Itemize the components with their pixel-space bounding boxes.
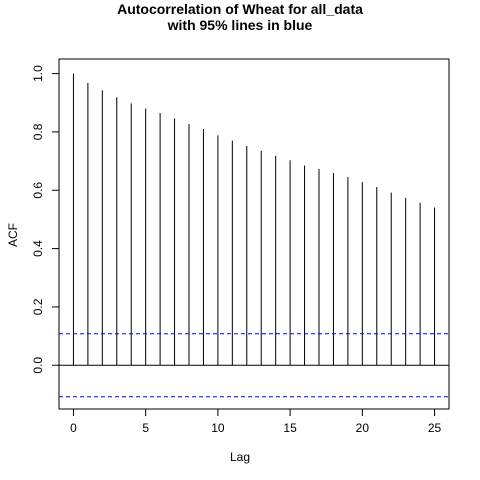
y-axis: 0.0 0.2 0.4 0.6 0.8 1.0 bbox=[31, 65, 59, 374]
y-tick-label: 0.4 bbox=[31, 240, 45, 257]
x-tick-label: 15 bbox=[283, 421, 297, 435]
x-tick-label: 10 bbox=[211, 421, 225, 435]
y-tick-label: 0.6 bbox=[31, 182, 45, 199]
plot-frame bbox=[58, 58, 450, 410]
y-axis-label: ACF bbox=[6, 223, 20, 247]
y-tick-label: 0.2 bbox=[31, 298, 45, 315]
y-tick-label: 0.0 bbox=[31, 357, 45, 374]
x-tick-label: 25 bbox=[428, 421, 442, 435]
y-tick-label: 0.8 bbox=[31, 123, 45, 140]
acf-bars bbox=[72, 73, 436, 366]
x-axis: 0 5 10 15 20 25 bbox=[70, 409, 442, 435]
x-tick-label: 0 bbox=[70, 421, 77, 435]
x-tick-label: 20 bbox=[356, 421, 370, 435]
chart-title: Autocorrelation of Wheat for all_data bbox=[117, 1, 363, 17]
confidence-lines bbox=[59, 333, 449, 398]
x-tick-label: 5 bbox=[142, 421, 149, 435]
x-axis-label: Lag bbox=[229, 450, 251, 464]
y-tick-label: 1.0 bbox=[31, 65, 45, 82]
chart-subtitle: with 95% lines in blue bbox=[167, 17, 313, 33]
